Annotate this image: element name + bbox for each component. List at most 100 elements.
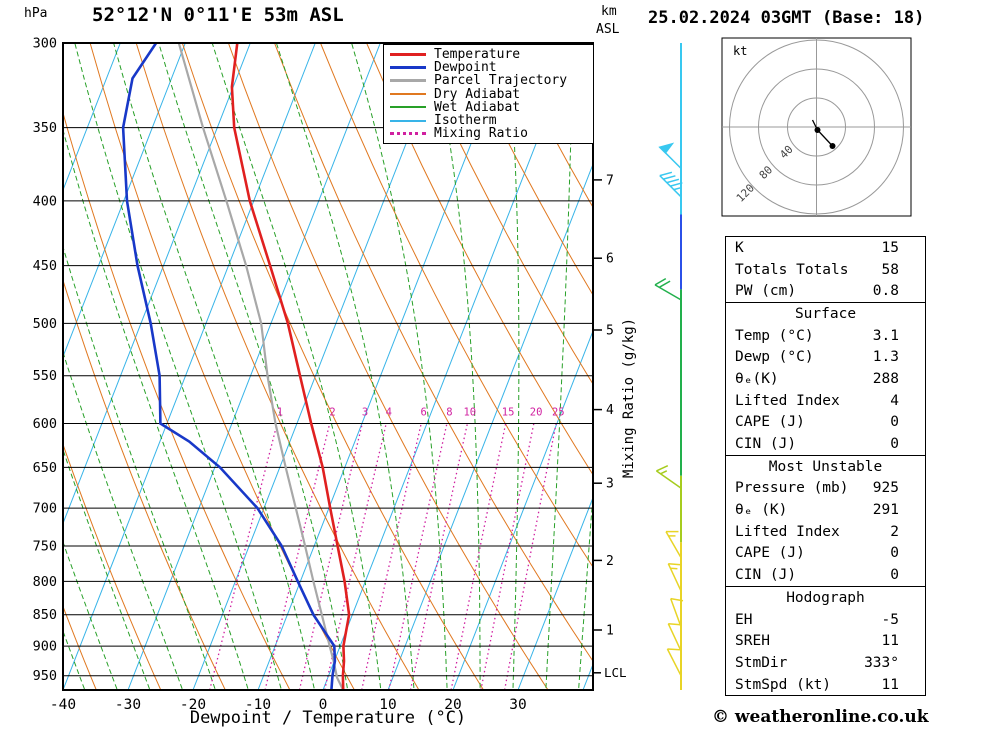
table-row: K 15 (726, 237, 925, 259)
wind-barb (655, 465, 682, 489)
wind-barb (658, 142, 682, 169)
table-row: CIN (J) 0 (726, 564, 925, 586)
table-row: θₑ (K) 291 (726, 499, 925, 521)
svg-text:1: 1 (277, 406, 283, 418)
x-axis-label: Dewpoint / Temperature (°C) (189, 708, 467, 728)
table-row-label: CAPE (J) (735, 545, 805, 562)
table-row-label: Dewp (°C) (735, 349, 814, 366)
table-row: StmDir 333° (726, 652, 925, 674)
table-section: K 15 Totals Totals 58 PW (cm) 0.8 (726, 237, 925, 302)
legend-line-sample (390, 93, 426, 96)
table-row-value: 1.3 (872, 349, 899, 366)
temperature-tick-labels: -40 -30 -20 -10 0 10 20 30 (50, 697, 527, 713)
table-row-value: 2 (890, 523, 899, 540)
svg-text:650: 650 (33, 460, 57, 476)
wind-barb (666, 648, 682, 677)
legend-line-sample (390, 79, 426, 83)
table-row-value: 0.8 (872, 283, 899, 300)
legend-item-label: Wet Adiabat (434, 99, 521, 115)
table-row: Lifted Index 4 (726, 390, 925, 412)
svg-text:500: 500 (33, 316, 57, 332)
table-row-value: 288 (872, 370, 899, 387)
svg-text:850: 850 (33, 607, 57, 623)
svg-text:-30: -30 (115, 697, 141, 713)
km-tick-labels: 7 6 5 4 3 2 1 LCL (593, 173, 627, 680)
table-row: CAPE (J) 0 (726, 543, 925, 565)
legend-item: Parcel Trajectory (390, 74, 587, 87)
svg-text:25: 25 (552, 406, 565, 418)
table-row-label: PW (cm) (735, 283, 797, 300)
table-row-value: 3.1 (872, 327, 899, 344)
table-row-value: 58 (881, 261, 899, 278)
table-row: Dewp (°C) 1.3 (726, 346, 925, 368)
table-row-value: 4 (890, 392, 899, 409)
km-unit-label: km (601, 4, 617, 19)
table-row-value: 0 (890, 414, 899, 431)
legend-item-label: Dewpoint (434, 60, 497, 76)
svg-text:3: 3 (606, 477, 614, 492)
table-row: SREH 11 (726, 630, 925, 652)
wind-barb (667, 562, 682, 592)
plot-area (63, 43, 593, 690)
table-row-label: CIN (J) (735, 436, 797, 453)
table-row-label: StmSpd (kt) (735, 676, 832, 693)
wind-barb (665, 530, 682, 558)
legend-line-sample (390, 106, 426, 109)
table-row-label: CIN (J) (735, 567, 797, 584)
mixing-ratio-axis-label: Mixing Ratio (g/kg) (621, 317, 637, 479)
svg-text:10: 10 (463, 406, 476, 418)
svg-text:-10: -10 (245, 697, 271, 713)
mixing-ratio-lines (209, 423, 557, 690)
legend-line-sample (390, 132, 426, 136)
table-section-title: Hodograph (786, 589, 865, 606)
table-row: θₑ(K) 288 (726, 368, 925, 390)
table-section: Most Unstable Pressure (mb) 925 θₑ (K) 291 Li… (726, 454, 925, 586)
pressure-tick-labels: 300 350 400 450 500 550 600 650 700 750 800 850 900 9… (33, 36, 57, 685)
svg-text:6: 6 (606, 252, 614, 267)
table-row-label: θₑ(K) (735, 370, 779, 387)
legend-item: Wet Adiabat (390, 101, 587, 114)
wind-barb (654, 277, 682, 301)
table-section-title: Most Unstable (768, 458, 883, 475)
svg-text:2: 2 (329, 406, 335, 418)
table-section: Surface Temp (°C) 3.1 Dewp (°C) 1.3 θₑ(K) 288 L… (726, 302, 925, 455)
table-row-value: -5 (881, 611, 899, 628)
legend-item: Isotherm (390, 114, 587, 127)
svg-text:800: 800 (33, 574, 57, 590)
svg-text:1: 1 (606, 624, 614, 639)
svg-text:7: 7 (606, 173, 614, 188)
svg-text:600: 600 (33, 416, 57, 432)
legend-line-sample (390, 66, 426, 70)
svg-text:300: 300 (33, 36, 57, 52)
table-row-label: EH (735, 611, 753, 628)
svg-text:0: 0 (319, 697, 328, 713)
svg-text:900: 900 (33, 639, 57, 655)
legend-item: Mixing Ratio (390, 127, 587, 140)
svg-text:-20: -20 (180, 697, 206, 713)
mixing-ratio-labels: 1 2 3 4 6 8 10 15 20 25 (277, 406, 565, 418)
svg-text:950: 950 (33, 668, 57, 684)
table-row-value: 0 (890, 436, 899, 453)
station-title: 52°12'N 0°11'E 53m ASL (92, 4, 344, 26)
svg-text:400: 400 (33, 193, 57, 209)
svg-text:20: 20 (530, 406, 543, 418)
table-row: CAPE (J) 0 (726, 412, 925, 434)
hodograph-trace-dot (814, 127, 821, 133)
wind-barb (669, 597, 684, 628)
svg-text:4: 4 (386, 406, 392, 418)
dry-adiabat-lines (63, 43, 593, 690)
copyright: © weatheronline.co.uk (712, 707, 929, 727)
svg-text:20: 20 (444, 697, 461, 713)
legend-item-label: Isotherm (434, 113, 497, 129)
hodograph-trace-dot (829, 143, 836, 149)
table-row-value: 291 (872, 502, 899, 519)
table-row: Totals Totals 58 (726, 259, 925, 281)
table-row-label: θₑ (K) (735, 502, 788, 519)
wind-barb (659, 171, 683, 198)
legend-line-sample (390, 119, 426, 122)
table-row-value: 0 (890, 545, 899, 562)
table-row: Temp (°C) 3.1 (726, 325, 925, 347)
table-row-label: StmDir (735, 654, 788, 671)
